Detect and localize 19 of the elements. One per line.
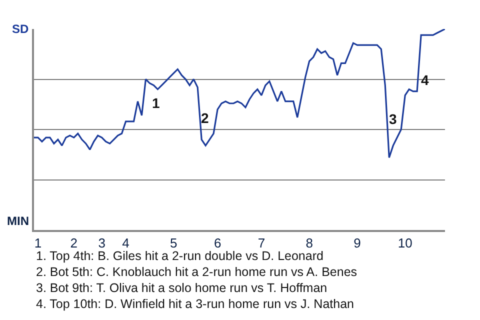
text: 2. Bot 5th: C. Knoblauch hit a 2-run home run vs A. Benes — [36, 265, 358, 279]
annotation: 1 — [152, 95, 160, 111]
x-tick-label: 9 — [354, 235, 361, 250]
text: 1. Top 4th: B. Giles hit a 2-run double vs D. Leonard — [36, 249, 324, 263]
x-tick-label: 4 — [122, 235, 130, 250]
text: SD — [12, 22, 30, 36]
x-tick-label: 10 — [398, 235, 412, 250]
annotation: 3 — [389, 111, 397, 127]
x-tick-label: 5 — [170, 235, 178, 250]
x-tick-label: 6 — [214, 235, 222, 250]
x-tick-label: 7 — [258, 235, 266, 250]
x-tick-label: 8 — [306, 235, 313, 250]
annotation: 2 — [201, 110, 209, 126]
text: 3. Bot 9th: T. Oliva hit a solo home run vs T. Hoffman — [36, 281, 328, 295]
x-tick-label: 1 — [34, 235, 42, 250]
x-tick-label: 2 — [70, 235, 78, 250]
x-tick-label: 3 — [98, 235, 106, 250]
text: MIN — [7, 214, 29, 228]
text: 4. Top 10th: D. Winfield hit a 3-run home run vs J. Nathan — [36, 297, 354, 311]
